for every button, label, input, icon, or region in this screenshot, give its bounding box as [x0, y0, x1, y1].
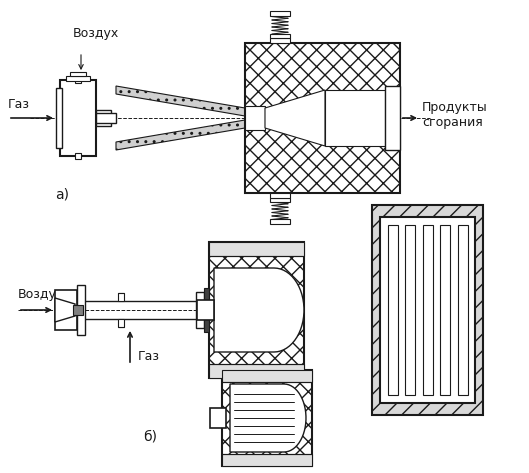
- Bar: [440, 225, 450, 395]
- Bar: [118, 293, 124, 301]
- Bar: [197, 300, 214, 320]
- Polygon shape: [230, 384, 306, 452]
- Bar: [209, 242, 304, 378]
- Bar: [270, 193, 290, 198]
- Bar: [209, 242, 304, 256]
- Bar: [458, 225, 468, 395]
- Bar: [75, 153, 81, 159]
- Bar: [222, 454, 312, 466]
- Bar: [70, 72, 86, 76]
- Bar: [385, 86, 400, 150]
- Bar: [209, 364, 304, 378]
- Bar: [56, 88, 62, 148]
- Bar: [204, 288, 209, 332]
- Bar: [270, 38, 290, 43]
- Text: Воздух: Воздух: [18, 288, 64, 301]
- Bar: [73, 305, 83, 315]
- Bar: [222, 370, 312, 382]
- Bar: [270, 219, 290, 225]
- Bar: [60, 80, 96, 156]
- Bar: [196, 292, 204, 328]
- Bar: [388, 225, 397, 395]
- Bar: [118, 319, 124, 327]
- Text: б): б): [143, 429, 157, 443]
- Bar: [96, 113, 116, 123]
- Bar: [245, 106, 265, 130]
- Bar: [423, 225, 433, 395]
- Polygon shape: [214, 268, 304, 352]
- Polygon shape: [245, 43, 400, 193]
- Polygon shape: [265, 90, 325, 146]
- Bar: [372, 205, 483, 415]
- Polygon shape: [55, 298, 75, 322]
- Bar: [270, 34, 290, 38]
- Bar: [210, 408, 226, 428]
- Bar: [405, 225, 415, 395]
- Text: а): а): [55, 187, 69, 201]
- Bar: [222, 370, 312, 466]
- Bar: [325, 90, 385, 146]
- Bar: [270, 11, 290, 17]
- Bar: [77, 285, 85, 335]
- Text: Газ: Газ: [138, 350, 160, 363]
- Bar: [75, 77, 81, 83]
- Text: Воздух: Воздух: [73, 27, 119, 40]
- Text: Продукты
сгорания: Продукты сгорания: [422, 101, 488, 129]
- Text: Газ: Газ: [8, 98, 30, 111]
- Polygon shape: [116, 86, 245, 116]
- Bar: [270, 198, 290, 202]
- Bar: [66, 76, 90, 81]
- Bar: [380, 217, 475, 403]
- Bar: [55, 290, 77, 330]
- Bar: [96, 110, 111, 126]
- Polygon shape: [116, 120, 245, 150]
